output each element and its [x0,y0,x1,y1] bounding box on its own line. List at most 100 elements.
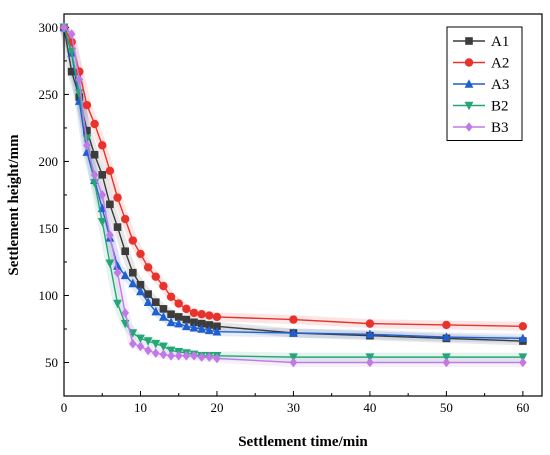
data-point-A1 [174,313,183,321]
data-point-A3 [204,325,214,335]
data-point-B3 [83,140,91,151]
data-point-A1 [213,322,221,331]
data-point-B3 [67,29,76,39]
data-point-B3 [167,350,175,361]
y-tick-label: 50 [45,355,58,370]
data-point-A3 [197,324,207,333]
data-point-A1 [167,310,175,319]
data-point-A3 [151,306,161,316]
data-point-A3 [136,286,145,296]
legend-marker-B3 [465,122,473,132]
legend-item-B3: B3 [453,120,509,136]
x-axis: 0 10 20 30 40 50 60 [61,391,529,415]
data-point-B2 [105,259,115,269]
data-point-A3 [128,278,138,288]
x-tick-label: 0 [61,400,68,415]
data-point-B2 [151,339,161,349]
data-point-B3 [197,352,206,362]
data-point-A2 [205,311,214,320]
legend-label-A1: A1 [491,34,509,50]
data-point-B3 [205,352,214,362]
data-point-A2 [174,299,183,308]
data-point-B3 [98,190,107,200]
legend-label-A3: A3 [491,77,509,93]
data-point-A2 [518,322,528,331]
data-point-A2 [442,320,451,330]
legend-label-A2: A2 [491,56,509,72]
data-point-B3 [136,341,145,352]
data-point-A2 [166,292,176,302]
data-point-B3 [182,350,191,361]
data-point-A1 [83,126,91,135]
x-tick-label: 20 [210,400,223,415]
data-point-A2 [120,214,130,224]
series-A2 [59,23,528,331]
data-point-B2 [74,89,84,98]
plot-frame [63,13,543,397]
data-point-B3 [144,345,152,356]
data-point-A3 [143,297,153,306]
data-point-B2 [97,217,107,227]
data-point-B3 [174,350,183,361]
data-point-A2 [90,119,99,129]
data-point-B3 [159,349,168,360]
legend-item-B2: B2 [453,99,509,115]
data-point-A3 [289,328,298,337]
data-point-A2 [212,312,222,322]
data-point-B3 [442,357,451,368]
data-point-A2 [159,281,168,291]
legend-marker-A1 [465,37,473,45]
legend: A1 A2 A3 B2 B3 [446,26,523,141]
series-B3 [60,22,527,368]
data-point-A1 [144,290,152,298]
data-point-B3 [213,353,221,364]
y-axis-title: Settlement height/mm [6,134,22,276]
data-point-B3 [121,308,129,318]
data-point-B3 [366,357,374,368]
data-point-B2 [159,342,168,352]
data-point-A2 [365,319,375,328]
data-point-B2 [128,329,138,338]
x-tick-label: 60 [516,400,529,415]
y-tick-label: 150 [39,221,59,236]
y-tick-label: 200 [39,154,59,169]
data-point-B2 [442,353,451,362]
data-point-B2 [289,353,298,362]
data-point-A1 [190,318,198,327]
data-point-A1 [113,223,122,231]
data-point-A3 [181,321,191,331]
data-point-A2 [143,263,153,272]
data-point-A1 [67,67,76,76]
data-point-A3 [159,312,168,321]
data-point-A3 [442,332,451,341]
data-point-A3 [166,317,176,327]
data-point-B3 [60,22,68,33]
data-point-B2 [143,337,153,346]
x-tick-label: 30 [287,400,300,415]
legend-item-A1: A1 [453,34,509,50]
data-point-A2 [105,166,115,176]
data-point-B3 [75,74,84,85]
data-point-B2 [166,346,176,356]
data-point-A3 [189,322,199,332]
y-tick-label: 300 [39,20,59,35]
data-point-A2 [182,304,191,314]
data-point-A1 [136,280,145,289]
data-point-B3 [106,230,114,240]
data-point-A2 [136,249,145,259]
data-point-B3 [190,350,198,361]
data-point-A1 [197,319,206,328]
data-point-B3 [519,357,527,368]
legend-marker-B2 [464,101,474,111]
data-point-A2 [289,315,298,324]
y-tick-label: 100 [39,288,59,303]
data-point-A3 [113,261,122,270]
data-point-A1 [159,305,168,313]
y-tick-label: 250 [39,87,59,102]
data-point-A2 [128,236,138,245]
data-point-A1 [129,268,137,277]
data-point-A2 [98,141,107,150]
data-point-A2 [189,308,199,318]
data-point-B3 [90,170,99,180]
data-point-A3 [174,318,184,328]
